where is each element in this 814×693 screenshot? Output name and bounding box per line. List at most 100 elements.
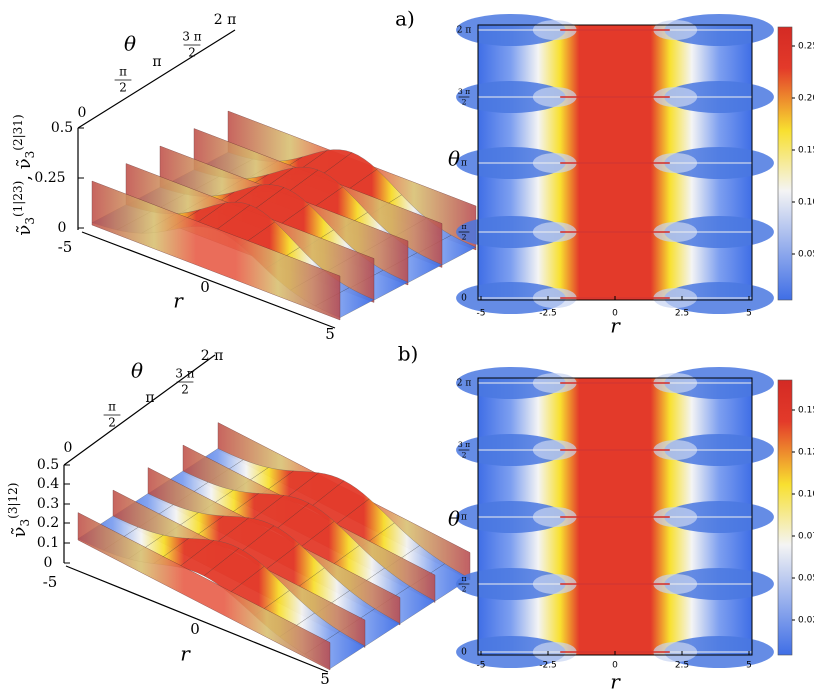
colorbar-tick-label: 0.150 (798, 406, 814, 416)
tick-denominator: 2 (462, 584, 467, 593)
z-label-part: 3 (23, 151, 37, 159)
tick-denominator: 2 (119, 80, 127, 94)
tick-numerator: π (461, 222, 466, 231)
tick-label: 5 (325, 325, 335, 343)
tick-label: 2 π (214, 12, 237, 28)
tick-label: 0.2 (37, 515, 59, 531)
tick-numerator: π (461, 574, 466, 583)
colorbar-tick-label: 0.25 (798, 42, 814, 52)
tick-denominator: 2 (181, 382, 189, 396)
tick-label: π (461, 159, 467, 169)
theta-label: θ (131, 359, 143, 383)
tick-numerator: 3 π (458, 440, 470, 449)
tick-label: 0 (461, 294, 467, 304)
tick-label: 2 π (457, 379, 472, 389)
z-label: ν̃3(1|23), ν̃3(2|31) (11, 114, 37, 235)
mesh-line (248, 495, 284, 523)
tick-numerator: π (119, 64, 127, 78)
tick-numerator: 3 π (182, 29, 201, 43)
colorbar-tick-label: 0.05 (798, 250, 814, 260)
tick-label: -5 (58, 238, 73, 256)
r-label: r (173, 289, 184, 313)
z-label-part: 3 (23, 217, 37, 225)
mesh-line (283, 472, 319, 500)
x-tick-label: 2.5 (675, 309, 689, 319)
x-tick-label: -2.5 (539, 661, 557, 671)
z-label-part: (3|12) (6, 483, 20, 519)
tick-label: π (145, 390, 154, 406)
mesh-line (334, 498, 370, 526)
mesh-line (273, 503, 310, 531)
surface-wall (91, 180, 341, 321)
colorbar-tick-label: 0.050 (798, 574, 814, 584)
tick-label: 0 (461, 648, 467, 658)
colorbar (777, 379, 793, 656)
theta-label: θ (124, 32, 136, 56)
mesh-line (308, 480, 345, 509)
tick-label: -5 (43, 573, 58, 591)
theta-axis (63, 354, 216, 466)
tick-label: 0 (64, 440, 73, 456)
mesh-line (299, 521, 335, 549)
tick-label: π (461, 513, 467, 523)
x-axis-label: r (610, 314, 621, 338)
tick-label: 0 (78, 105, 87, 121)
tick-label: 2 π (457, 26, 472, 36)
mesh-line (203, 548, 240, 576)
x-tick-label: -5 (477, 661, 486, 671)
z-label-part: 3 (18, 519, 32, 527)
mesh-line (215, 204, 251, 231)
surface-wall (77, 512, 331, 671)
tick-label: 0 (200, 278, 210, 296)
mesh-line (264, 543, 300, 571)
x-tick-label: 0 (612, 661, 618, 671)
r-label: r (180, 642, 191, 666)
tick-label: 0 (190, 620, 200, 638)
r-axis (81, 231, 336, 329)
colorbar-tick-label: 0.20 (798, 94, 814, 104)
tick-numerator: 3 π (458, 87, 470, 96)
x-axis-label: r (610, 670, 621, 693)
tick-label: π (152, 54, 161, 70)
z-label-part: (1|23) (11, 181, 25, 217)
colorbar-tick-label: 0.100 (798, 490, 814, 500)
mesh-line (238, 525, 275, 554)
tick-denominator: 2 (462, 450, 467, 459)
z-label-part: (2|31) (11, 114, 25, 150)
colorbar-tick-label: 0.15 (798, 146, 814, 156)
colorbar-tick-label: 0.10 (798, 198, 814, 208)
x-tick-label: -2.5 (539, 309, 557, 319)
panel-label: b) (398, 342, 419, 366)
colorbar-tick-label: 0.075 (798, 532, 814, 542)
tick-label: 0.25 (34, 170, 65, 186)
y-axis-label: θ (448, 507, 460, 531)
tick-denominator: 2 (188, 45, 196, 59)
x-tick-label: 5 (746, 661, 752, 671)
z-label-part: ν̃ (9, 527, 30, 538)
mesh-line (178, 540, 214, 568)
tick-label: 5 (320, 670, 330, 688)
tick-label: 0.5 (51, 120, 73, 136)
theta-axis (77, 29, 236, 129)
x-tick-label: 2.5 (675, 661, 689, 671)
x-tick-label: 0 (612, 309, 618, 319)
x-tick-label: 5 (746, 309, 752, 319)
tick-label: 0.4 (37, 476, 59, 492)
y-axis-label: θ (448, 147, 460, 171)
mesh-line (229, 566, 265, 594)
z-label-part: ν̃ (14, 158, 35, 169)
tick-label: 0 (44, 555, 53, 571)
z-label-part: ν̃ (14, 225, 35, 236)
panel-label: a) (395, 7, 415, 31)
tick-numerator: π (108, 399, 116, 413)
colorbar-tick-label: 0.125 (798, 448, 814, 458)
tick-label: 2 π (201, 348, 224, 364)
z-label: ν̃3(3|12) (6, 483, 32, 538)
z-label-part: , (14, 169, 35, 180)
tick-label: 0 (58, 220, 67, 236)
tick-label: 0.5 (37, 457, 59, 473)
tick-denominator: 2 (462, 97, 467, 106)
r-axis (65, 565, 329, 673)
tick-label: 0.3 (37, 496, 59, 512)
mesh-line (213, 517, 249, 545)
